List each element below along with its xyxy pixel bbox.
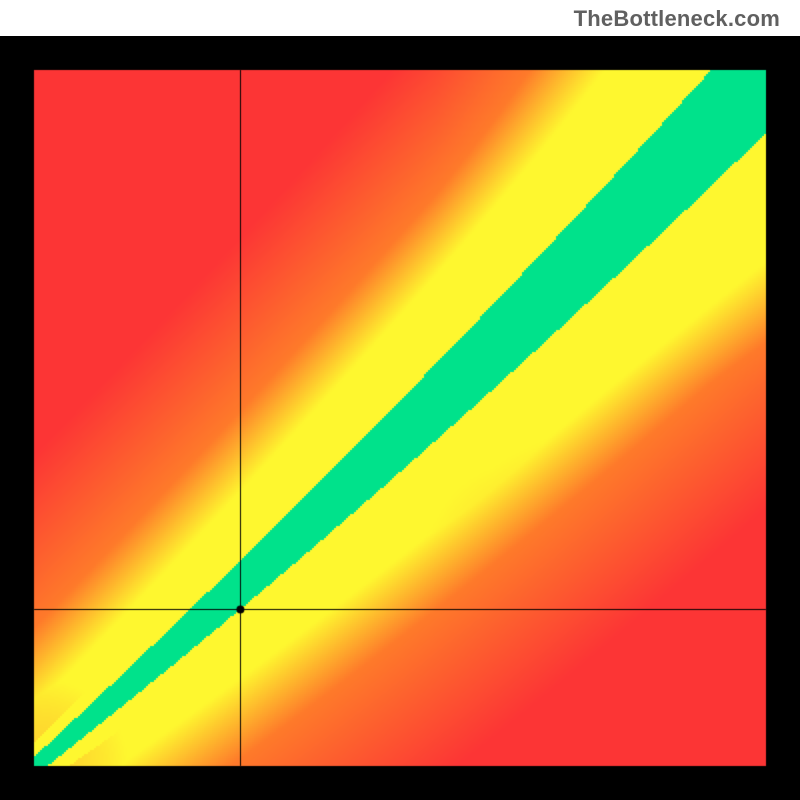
chart-frame xyxy=(0,36,800,800)
watermark-text: TheBottleneck.com xyxy=(574,6,780,32)
overlay-canvas xyxy=(0,36,800,800)
